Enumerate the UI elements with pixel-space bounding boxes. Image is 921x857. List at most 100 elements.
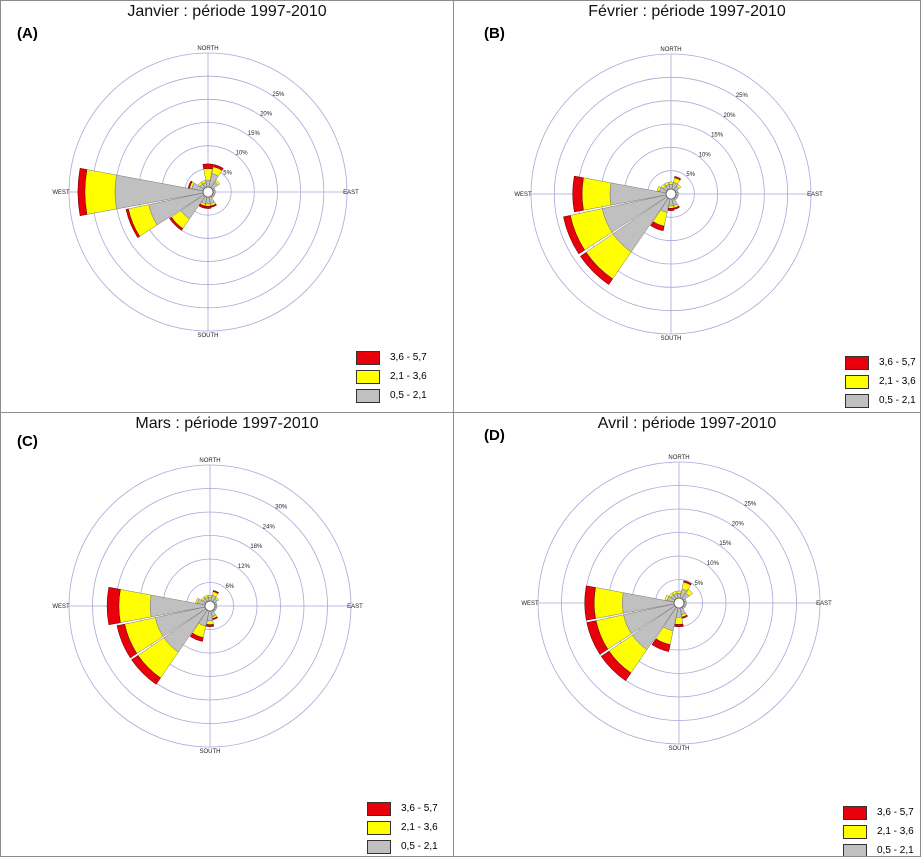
rose-petal [169,216,184,231]
grid-ring [561,485,797,721]
rose-petal [672,590,678,596]
wind-rose-panel-janvier: Janvier : période 1997-2010 (A) 5% 10% 15%… [0,0,454,413]
ring-label: 10% [699,152,712,158]
legend-item: 0,5 - 2,1 [843,841,914,856]
rose-petal [118,589,152,623]
rose-petal [77,167,88,217]
rose-petal [212,616,218,620]
rose-petal [600,650,632,682]
rose-petal [198,203,206,209]
legend-item: 2,1 - 3,6 [367,818,438,837]
rose-petal [581,177,612,211]
rose-petal [125,208,141,238]
legend-label: 2,1 - 3,6 [401,822,438,833]
legend: 3,6 - 5,7 2,1 - 3,6 0,5 - 2,1 [843,803,914,856]
rose-petal [674,176,682,181]
direction-label-north: NORTH [197,46,218,52]
legend-swatch [367,839,391,854]
rose-petal [205,203,211,207]
wind-rose-panel-fevrier: Février : période 1997-2010 (B) 5% 10% 15%… [454,0,921,413]
rose-petal [563,215,585,255]
rose-petal [84,169,117,215]
grid-ring [68,464,352,748]
rose-petal [210,203,217,208]
rose-petal [579,251,614,286]
rose-petal [650,221,665,232]
legend-item: 3,6 - 5,7 [843,803,914,822]
legend-label: 2,1 - 3,6 [390,371,427,382]
ring-label: 30% [275,504,288,510]
ring-label: 10% [236,151,249,157]
wind-rose-chart: 5% 10% 15% 20% 25% NORTH SOUTH EAST WEST [514,47,823,342]
direction-label-north: NORTH [660,47,681,53]
legend-item: 0,5 - 2,1 [367,837,438,856]
direction-label-south: SOUTH [661,336,682,342]
legend-item: 2,1 - 3,6 [845,372,916,391]
legend-label: 3,6 - 5,7 [390,352,427,363]
legend-label: 3,6 - 5,7 [877,807,914,818]
ring-label: 25% [736,93,749,99]
direction-label-south: SOUTH [198,333,219,339]
rose-petal [202,163,214,170]
legend-label: 2,1 - 3,6 [879,376,916,387]
rose-petal [676,183,682,189]
ring-label: 5% [686,172,695,178]
grid-ring [530,53,812,335]
legend-swatch [845,374,869,389]
ring-label: 25% [744,501,757,507]
ring-label: 25% [272,92,285,98]
direction-label-east: EAST [807,192,823,198]
legend: 3,6 - 5,7 2,1 - 3,6 0,5 - 2,1 [367,799,438,856]
direction-label-north: NORTH [668,455,689,461]
rose-petal [674,616,684,625]
direction-label-east: EAST [816,601,832,607]
rose-petal [214,179,221,186]
ring-label: 5% [694,581,703,587]
wind-rose-panel-mars: Mars : période 1997-2010 (C) 6% 12% 18% 24%… [0,413,454,857]
wind-rose-panel-avril: Avril : période 1997-2010 (D) 5% 10% 15% 20… [454,413,921,857]
panel-label: (A) [17,25,38,42]
direction-label-west: WEST [521,601,539,607]
ring-label: 20% [732,521,745,527]
wind-rose-chart: 5% 10% 15% 20% 25% NORTH SOUTH EAST WEST [521,455,832,752]
rose-petal [667,207,675,211]
rose-petal [205,624,215,627]
legend: 3,6 - 5,7 2,1 - 3,6 0,5 - 2,1 [356,348,427,405]
chart-title: Janvier : période 1997-2010 [127,3,327,20]
rose-petal [681,614,688,619]
grid-ring [92,488,328,724]
grid-ring [68,52,348,332]
direction-label-west: WEST [52,604,70,610]
rose-petal [212,590,220,594]
direction-label-south: SOUTH [200,749,221,755]
direction-label-west: WEST [52,190,70,196]
ring-label: 18% [250,544,263,550]
rose-petal [200,596,206,602]
legend-swatch [843,805,867,820]
rose-petal [668,205,674,209]
ring-label: 20% [260,111,273,117]
legend-item: 2,1 - 3,6 [843,822,914,841]
rose-petal [668,181,674,185]
grid-ring [537,461,821,745]
direction-label-west: WEST [514,192,532,198]
calm-circle [665,188,677,200]
ring-label: 24% [263,524,276,530]
legend-item: 3,6 - 5,7 [845,353,916,372]
rose-petal [584,585,596,621]
rose-petal [207,594,213,598]
legend-swatch [845,393,869,408]
rose-petal [668,592,674,598]
calm-circle [202,186,214,198]
direction-label-east: EAST [343,190,359,196]
rose-petal [203,595,209,599]
chart-title: Février : période 1997-2010 [588,3,786,20]
ring-label: 15% [719,541,732,547]
legend-swatch [843,843,867,856]
rose-petal [189,632,204,642]
rose-petal [676,590,682,594]
legend-swatch [367,801,391,816]
ring-label: 12% [238,564,251,570]
legend-label: 0,5 - 2,1 [877,845,914,856]
rose-petal [197,181,203,187]
